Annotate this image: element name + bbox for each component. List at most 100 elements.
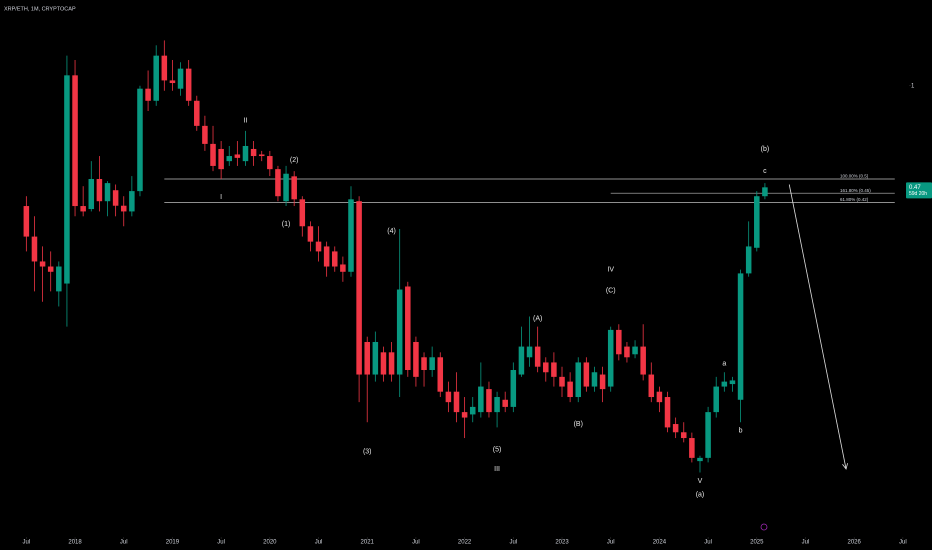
- wave-label: (5): [493, 446, 502, 453]
- candle-body: [510, 370, 517, 407]
- x-tick-label: Jul: [412, 540, 420, 546]
- wave-label: II: [244, 118, 248, 125]
- candle-body: [348, 199, 354, 272]
- chart-title: XRP/ETH, 1M, CRYPTOCAP: [4, 6, 76, 12]
- candle-body: [23, 206, 30, 237]
- x-tick-label: 2019: [166, 540, 180, 546]
- wave-label: (A): [533, 316, 542, 323]
- candle-body: [299, 199, 306, 227]
- candle-body: [664, 397, 671, 428]
- x-tick-label: 2024: [653, 540, 667, 546]
- candle-body: [291, 176, 297, 200]
- x-tick-label: 2026: [848, 540, 862, 546]
- x-tick-label: 2025: [750, 540, 764, 546]
- candle-body: [745, 246, 752, 274]
- candle-body: [607, 329, 614, 387]
- candle-body: [534, 346, 541, 367]
- candle-body: [210, 143, 216, 166]
- candle-body: [72, 75, 78, 207]
- candle-body: [185, 68, 192, 101]
- candle-body: [356, 201, 362, 375]
- candle-body: [242, 145, 249, 162]
- candle-body: [469, 406, 476, 415]
- candle-body: [96, 179, 103, 202]
- wave-label: IV: [607, 266, 614, 273]
- wave-label: b: [739, 428, 743, 435]
- candle-body: [31, 236, 38, 262]
- candle-body: [551, 362, 557, 377]
- candle-body: [502, 399, 508, 407]
- candle-body: [721, 381, 728, 387]
- wave-label: (1): [282, 221, 291, 228]
- candle-body: [526, 346, 533, 358]
- candle-body: [405, 286, 411, 371]
- candle-body: [250, 148, 257, 157]
- projection-arrow: [788, 184, 847, 470]
- wave-label: c: [763, 168, 767, 175]
- wave-label: (4): [387, 228, 396, 235]
- candle-body: [307, 226, 314, 242]
- candle-body: [762, 187, 768, 197]
- wave-label: (a): [696, 491, 705, 498]
- candle-body: [323, 246, 330, 267]
- candle-body: [567, 381, 573, 398]
- x-tick-label: Jul: [509, 540, 517, 546]
- candle-body: [713, 386, 719, 413]
- x-tick-label: Jul: [120, 540, 128, 546]
- candle-body: [632, 346, 638, 355]
- candle-body: [234, 154, 241, 158]
- candle-body: [648, 374, 655, 398]
- candle-body: [169, 80, 176, 84]
- x-tick-label: Jul: [802, 540, 810, 546]
- candle-body: [129, 191, 135, 212]
- candle-body: [364, 341, 370, 375]
- event-marker: [760, 523, 768, 531]
- x-tick-label: Jul: [217, 540, 225, 546]
- candle-body: [56, 266, 62, 292]
- candle-body: [656, 391, 663, 403]
- candle-body: [478, 386, 484, 413]
- wave-label: V: [698, 478, 703, 485]
- candle-body: [112, 190, 119, 206]
- candle-body: [137, 88, 143, 192]
- candle-body: [80, 206, 86, 212]
- wave-label: III: [494, 466, 500, 473]
- level-label: 161.80% (0.45): [840, 188, 871, 193]
- x-tick-label: 2018: [68, 540, 82, 546]
- x-tick-label: Jul: [23, 540, 31, 546]
- candle-body: [429, 357, 435, 371]
- candle-body: [591, 372, 598, 387]
- candle-body: [39, 261, 46, 267]
- wave-label: (2): [290, 157, 299, 164]
- candle-body: [153, 55, 159, 101]
- candle-body: [202, 125, 208, 144]
- candle-body: [729, 380, 736, 385]
- candle-body: [559, 376, 565, 387]
- wave-label: I: [220, 194, 222, 201]
- x-tick-label: Jul: [315, 540, 323, 546]
- last-price-label: 0.47: [909, 185, 921, 191]
- arrow-head: [842, 463, 848, 470]
- candle-body: [737, 273, 744, 400]
- candle-body: [413, 341, 419, 377]
- candle-body: [494, 397, 500, 413]
- candle-body: [161, 55, 168, 81]
- candle-body: [486, 389, 492, 413]
- candle-body: [437, 357, 444, 392]
- candle-body: [599, 374, 606, 390]
- level-label: 100.00% (0.5): [840, 174, 869, 179]
- candle-body: [461, 412, 468, 418]
- candle-body: [421, 357, 427, 371]
- candle-body: [331, 251, 338, 267]
- candle-body: [120, 205, 127, 212]
- candle-body: [575, 362, 582, 398]
- x-tick-label: 2021: [361, 540, 375, 546]
- candle-body: [640, 346, 646, 375]
- wave-label: a: [722, 360, 726, 367]
- x-tick-label: Jul: [607, 540, 615, 546]
- candle-body: [616, 329, 622, 355]
- wave-label: (C): [606, 288, 616, 295]
